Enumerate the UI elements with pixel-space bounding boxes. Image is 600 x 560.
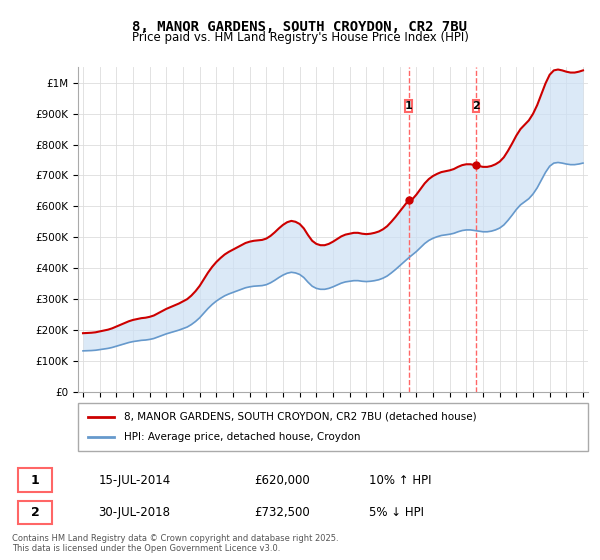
Text: 1: 1	[405, 101, 413, 111]
Text: 30-JUL-2018: 30-JUL-2018	[98, 506, 170, 519]
Text: 2: 2	[31, 506, 40, 519]
Text: 15-JUL-2014: 15-JUL-2014	[98, 474, 170, 487]
FancyBboxPatch shape	[406, 100, 412, 113]
Text: HPI: Average price, detached house, Croydon: HPI: Average price, detached house, Croy…	[124, 432, 361, 442]
Text: £620,000: £620,000	[254, 474, 310, 487]
Text: 8, MANOR GARDENS, SOUTH CROYDON, CR2 7BU (detached house): 8, MANOR GARDENS, SOUTH CROYDON, CR2 7BU…	[124, 412, 476, 422]
Text: 8, MANOR GARDENS, SOUTH CROYDON, CR2 7BU: 8, MANOR GARDENS, SOUTH CROYDON, CR2 7BU	[133, 20, 467, 34]
FancyBboxPatch shape	[473, 100, 479, 113]
FancyBboxPatch shape	[18, 501, 52, 525]
Text: Contains HM Land Registry data © Crown copyright and database right 2025.
This d: Contains HM Land Registry data © Crown c…	[12, 534, 338, 553]
Text: £732,500: £732,500	[254, 506, 310, 519]
Text: 2: 2	[472, 101, 480, 111]
Text: 1: 1	[31, 474, 40, 487]
Text: 10% ↑ HPI: 10% ↑ HPI	[369, 474, 431, 487]
FancyBboxPatch shape	[18, 468, 52, 492]
Text: Price paid vs. HM Land Registry's House Price Index (HPI): Price paid vs. HM Land Registry's House …	[131, 31, 469, 44]
FancyBboxPatch shape	[78, 403, 588, 451]
Text: 5% ↓ HPI: 5% ↓ HPI	[369, 506, 424, 519]
